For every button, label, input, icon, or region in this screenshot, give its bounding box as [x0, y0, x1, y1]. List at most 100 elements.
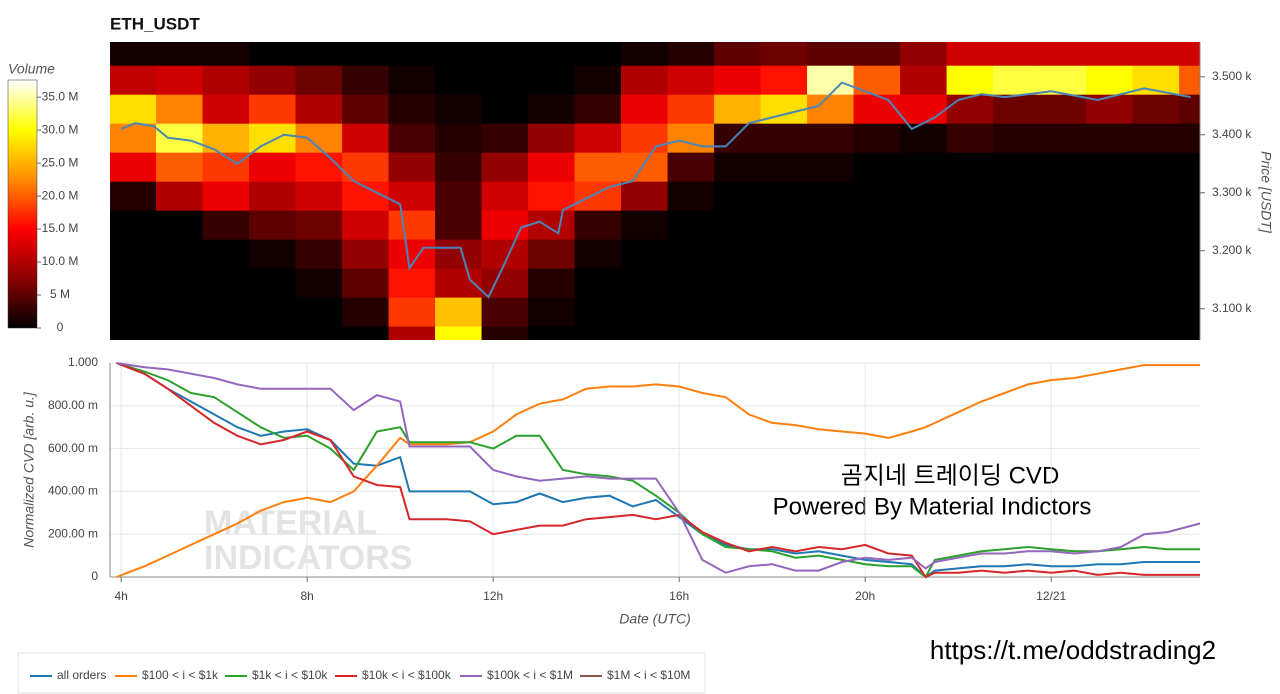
- y-tick-label: 800.00 m: [48, 398, 98, 412]
- heatmap-cell: [993, 181, 1041, 211]
- heatmap-cell: [202, 239, 250, 269]
- heatmap-cell: [621, 297, 669, 327]
- heatmap-cell: [714, 65, 762, 95]
- heatmap-cell: [993, 326, 1041, 340]
- heatmap-cell: [249, 42, 297, 66]
- heatmap-cell: [1039, 152, 1087, 182]
- heatmap-cell: [110, 326, 157, 340]
- heatmap-cell: [1132, 152, 1180, 182]
- heatmap-cell: [295, 210, 343, 240]
- heatmap-cell: [853, 152, 901, 182]
- cvd-line: [116, 362, 1200, 579]
- heatmap-cell: [667, 94, 715, 124]
- colorbar-tick-label: 35.0 M: [42, 89, 79, 103]
- heatmap-cell: [388, 326, 436, 340]
- heatmap-cell: [900, 65, 948, 95]
- heatmap-cell: [993, 94, 1041, 124]
- heatmap-cell: [1086, 297, 1134, 327]
- y-tick-label: 3.100 k: [1212, 301, 1252, 315]
- colorbar-tick-label: 10.0 M: [42, 254, 79, 268]
- heatmap-cell: [621, 181, 669, 211]
- annotation: 곰지네 트레이딩 CVD: [841, 462, 1060, 489]
- heatmap-cell: [1086, 152, 1134, 182]
- heatmap-cell: [388, 123, 436, 153]
- heatmap-cell: [667, 181, 715, 211]
- heatmap-cell: [621, 42, 669, 66]
- heatmap-cell: [900, 123, 948, 153]
- heatmap-cell: [1132, 326, 1180, 340]
- heatmap-cell: [993, 297, 1041, 327]
- heatmap-cell: [295, 239, 343, 269]
- heatmap-cell: [528, 42, 576, 66]
- heatmap-cell: [202, 210, 250, 240]
- heatmap-cell: [1179, 94, 1200, 124]
- heatmap-cell: [1132, 268, 1180, 298]
- heatmap-cell: [946, 181, 994, 211]
- heatmap-cell: [760, 326, 808, 340]
- heatmap-cell: [946, 239, 994, 269]
- heatmap-cell: [156, 152, 204, 182]
- heatmap-cell: [1179, 42, 1200, 66]
- heatmap-cell: [807, 326, 855, 340]
- colorbar-label: Volume: [8, 61, 55, 77]
- heatmap-cell: [528, 326, 576, 340]
- heatmap-cell: [1039, 268, 1087, 298]
- annotation: Powered By Material Indictors: [773, 493, 1092, 520]
- heatmap-cell: [1132, 94, 1180, 124]
- heatmap-cell: [667, 326, 715, 340]
- heatmap-cell: [667, 152, 715, 182]
- heatmap-cell: [249, 239, 297, 269]
- colorbar: [7, 79, 38, 329]
- heatmap-cell: [202, 297, 250, 327]
- y-axis-label: Price [USDT]: [1258, 151, 1274, 234]
- heatmap-cell: [993, 239, 1041, 269]
- cvd-line: [116, 362, 1201, 574]
- heatmap-cell: [1039, 239, 1087, 269]
- heatmap-cell: [993, 152, 1041, 182]
- heatmap-cell: [156, 42, 204, 66]
- heatmap-cell: [900, 268, 948, 298]
- y-tick-label: 3.200 k: [1212, 243, 1252, 257]
- watermark: INDICATORS: [204, 539, 412, 577]
- heatmap-cell: [574, 210, 622, 240]
- heatmap-cell: [760, 297, 808, 327]
- heatmap-cell: [760, 239, 808, 269]
- heatmap-cell: [202, 268, 250, 298]
- heatmap-cell: [667, 297, 715, 327]
- heatmap-cell: [435, 65, 483, 95]
- heatmap-cell: [900, 297, 948, 327]
- heatmap-cell: [435, 210, 483, 240]
- heatmap-cell: [202, 181, 250, 211]
- heatmap-cell: [342, 42, 390, 66]
- heatmap-cell: [1086, 123, 1134, 153]
- heatmap-cell: [900, 42, 948, 66]
- heatmap-cell: [946, 268, 994, 298]
- heatmap-cell: [481, 42, 529, 66]
- heatmap-cell: [760, 42, 808, 66]
- heatmap-cell: [621, 65, 669, 95]
- heatmap-cell: [714, 123, 762, 153]
- heatmap-cell: [202, 65, 250, 95]
- heatmap-cell: [714, 210, 762, 240]
- heatmap-cell: [481, 65, 529, 95]
- heatmap-cell: [435, 297, 483, 327]
- heatmap-cell: [110, 123, 157, 153]
- watermark: MATERIAL: [204, 504, 377, 542]
- heatmap-cell: [342, 65, 390, 95]
- heatmap-cell: [1179, 210, 1200, 240]
- y-tick-label: 200.00 m: [48, 526, 98, 540]
- heatmap-cell: [760, 268, 808, 298]
- heatmap-cell: [1179, 268, 1200, 298]
- heatmap-cell: [900, 210, 948, 240]
- heatmap-cell: [388, 210, 436, 240]
- heatmap-cell: [1132, 123, 1180, 153]
- heatmap-cell: [342, 123, 390, 153]
- heatmap-cell: [295, 65, 343, 95]
- heatmap-cell: [249, 65, 297, 95]
- heatmap-cell: [528, 123, 576, 153]
- heatmap-cell: [1039, 65, 1087, 95]
- heatmap-cell: [946, 326, 994, 340]
- heatmap-cell: [249, 181, 297, 211]
- heatmap-cell: [249, 326, 297, 340]
